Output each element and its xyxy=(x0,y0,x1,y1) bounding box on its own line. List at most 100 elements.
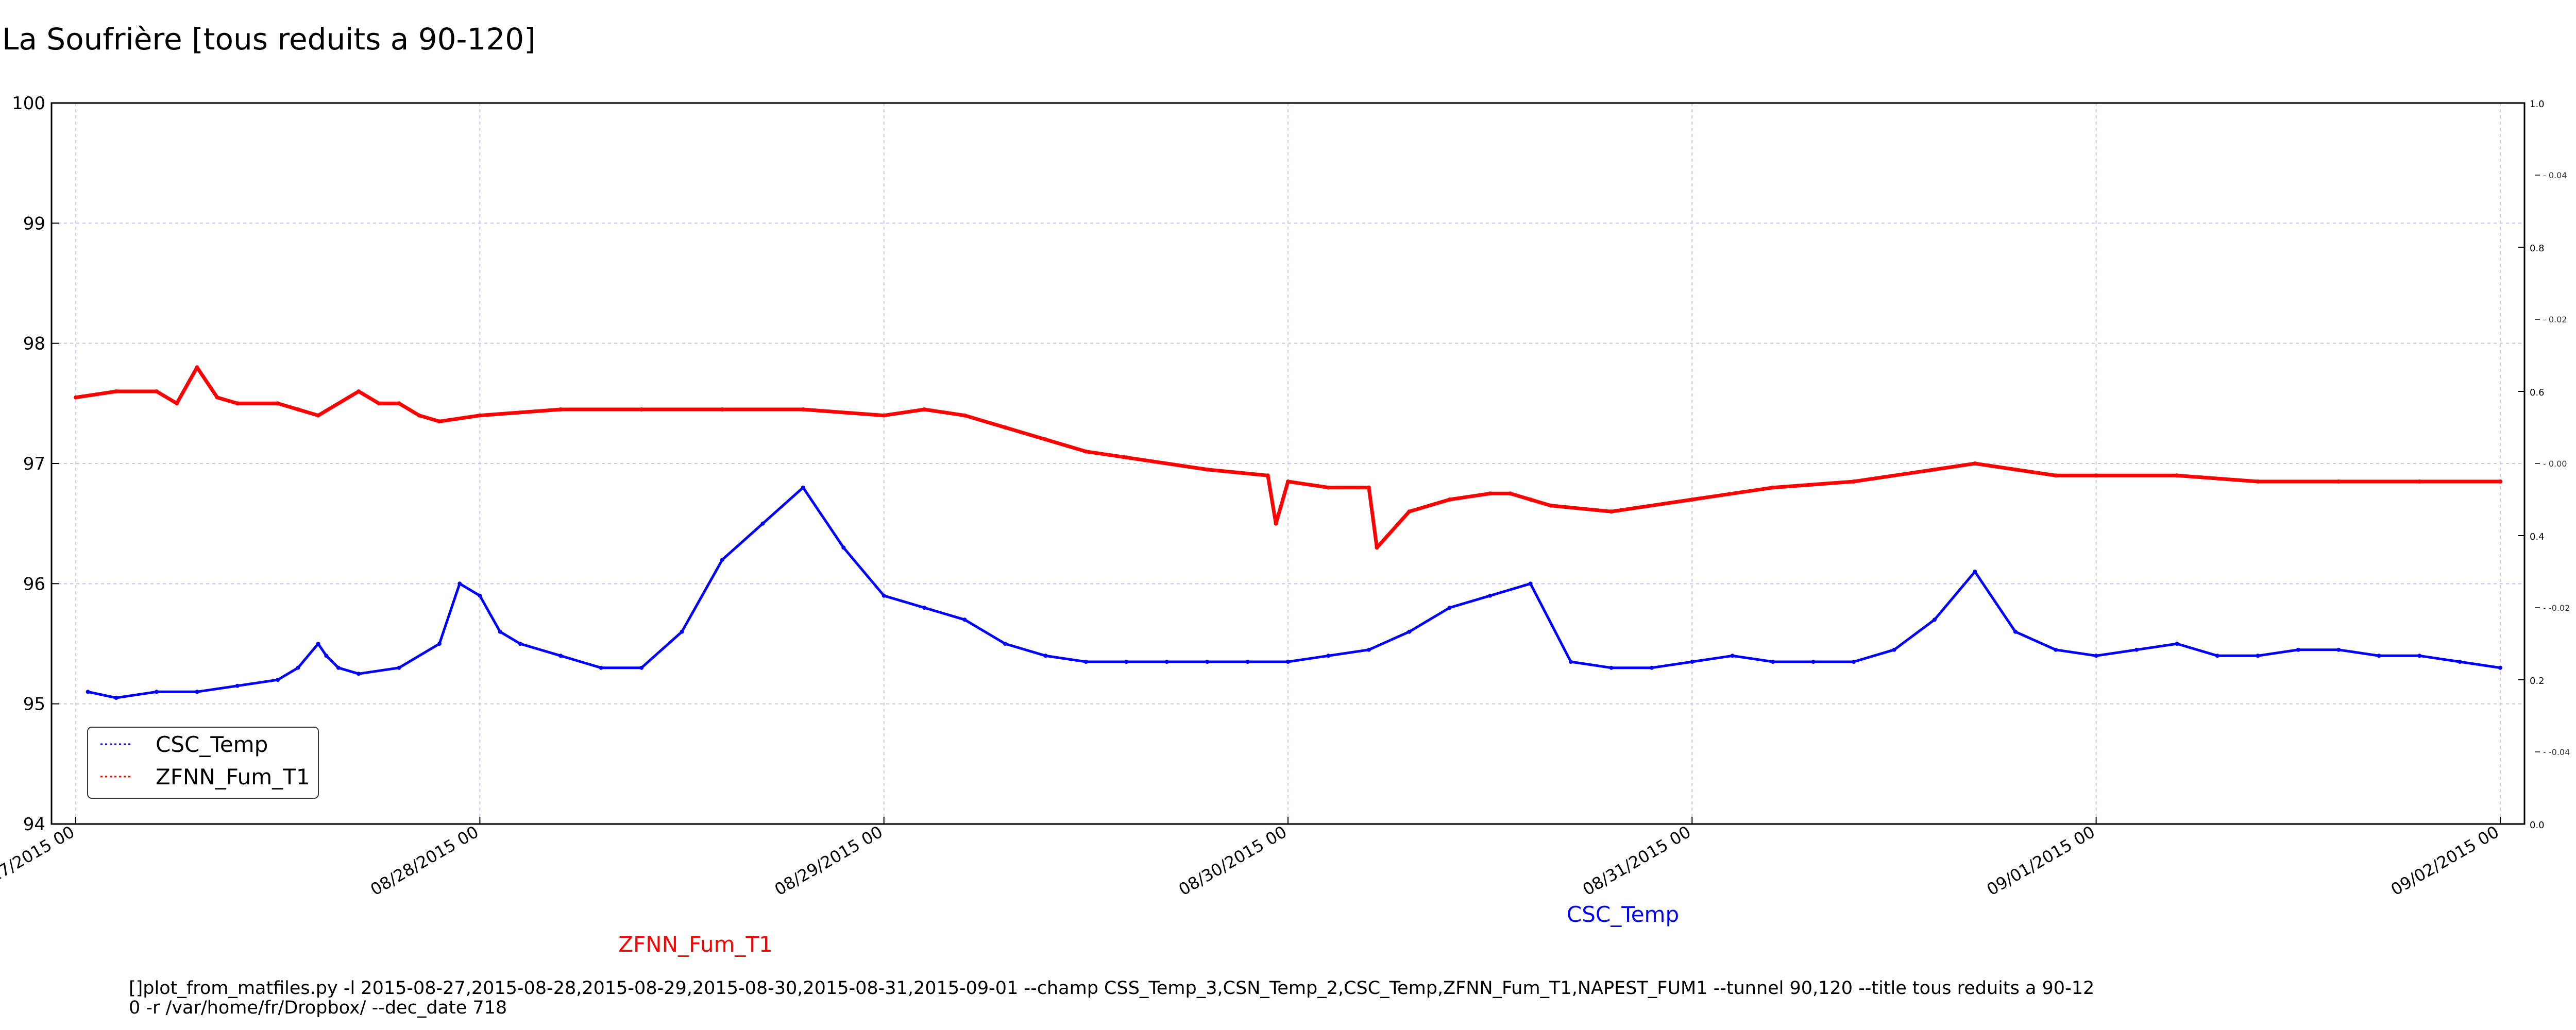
data-point-csc-temp xyxy=(1649,665,1654,670)
data-point-zfnn-fum-t1 xyxy=(1447,497,1452,502)
data-point-zfnn-fum-t1 xyxy=(417,413,421,418)
data-point-csc-temp xyxy=(397,665,401,670)
data-point-csc-temp xyxy=(1771,660,1775,664)
y-tick-label: 99 xyxy=(23,213,45,234)
data-point-zfnn-fum-t1 xyxy=(276,401,280,406)
data-point-csc-temp xyxy=(1811,660,1816,664)
right-outer-tick-label: 1.0 xyxy=(2530,99,2545,110)
x-tick-label: 08/31/2015 00 xyxy=(1580,822,1694,900)
data-point-zfnn-fum-t1 xyxy=(195,365,199,370)
data-point-zfnn-fum-t1 xyxy=(1274,521,1278,526)
data-point-zfnn-fum-t1 xyxy=(2256,479,2260,484)
data-point-zfnn-fum-t1 xyxy=(1003,425,1007,430)
data-point-csc-temp xyxy=(639,665,644,670)
data-point-zfnn-fum-t1 xyxy=(1548,503,1553,508)
data-point-zfnn-fum-t1 xyxy=(316,413,320,418)
x-tick-label: 08/28/2015 00 xyxy=(367,822,482,900)
data-point-csc-temp xyxy=(2215,654,2219,658)
right-inner-tick-label: - 0.02 xyxy=(2543,315,2567,324)
x-tick-label: 09/01/2015 00 xyxy=(1984,822,2098,900)
data-point-zfnn-fum-t1 xyxy=(1326,485,1331,490)
right-outer-tick-label: 0.0 xyxy=(2530,820,2545,831)
data-point-csc-temp xyxy=(1164,660,1169,664)
right-outer-tick-label: 0.6 xyxy=(2530,387,2545,398)
data-point-csc-temp xyxy=(1286,660,1290,664)
data-point-zfnn-fum-t1 xyxy=(1609,509,1614,514)
data-point-zfnn-fum-t1 xyxy=(74,395,78,400)
data-point-csc-temp xyxy=(1892,647,1896,652)
data-point-csc-temp xyxy=(1528,581,1533,586)
data-point-csc-temp xyxy=(2458,660,2462,664)
data-point-csc-temp xyxy=(2377,654,2381,658)
data-point-zfnn-fum-t1 xyxy=(1407,509,1412,514)
data-point-csc-temp xyxy=(276,678,280,682)
data-point-csc-temp xyxy=(1973,570,1977,574)
data-point-csc-temp xyxy=(1205,660,1210,664)
data-point-zfnn-fum-t1 xyxy=(2054,473,2058,478)
data-point-zfnn-fum-t1 xyxy=(1973,461,1977,466)
legend-label-zfnn-fum-t1: ZFNN_Fum_T1 xyxy=(156,764,310,789)
data-point-csc-temp xyxy=(2256,654,2260,658)
data-point-zfnn-fum-t1 xyxy=(114,389,118,393)
data-point-csc-temp xyxy=(518,642,522,646)
data-point-zfnn-fum-t1 xyxy=(2498,479,2502,484)
data-point-csc-temp xyxy=(296,665,300,670)
y-tick-label: 97 xyxy=(23,454,45,474)
x-tick-label: 08/30/2015 00 xyxy=(1175,822,1290,900)
right-inner-tick-label: - 0.04 xyxy=(2543,170,2567,180)
y-axis: 94 95 96 97 98 99 100 xyxy=(12,93,59,835)
data-point-zfnn-fum-t1 xyxy=(1932,467,1937,472)
data-point-csc-temp xyxy=(1366,647,1371,652)
y-tick-label: 98 xyxy=(23,334,45,354)
legend-box xyxy=(87,727,319,799)
data-point-csc-temp xyxy=(760,521,765,526)
data-point-csc-temp xyxy=(558,654,563,658)
data-point-csc-temp xyxy=(680,629,684,634)
data-point-zfnn-fum-t1 xyxy=(1366,485,1371,490)
data-point-zfnn-fum-t1 xyxy=(1771,485,1775,490)
data-point-zfnn-fum-t1 xyxy=(215,395,219,400)
data-point-csc-temp xyxy=(2013,629,2018,634)
data-point-zfnn-fum-t1 xyxy=(639,407,644,411)
data-point-csc-temp xyxy=(336,665,341,670)
data-point-zfnn-fum-t1 xyxy=(2336,479,2341,484)
data-point-zfnn-fum-t1 xyxy=(1043,437,1048,442)
right-outer-tick-label: 0.8 xyxy=(2530,243,2545,254)
data-point-csc-temp xyxy=(316,642,320,646)
data-point-zfnn-fum-t1 xyxy=(1286,479,1290,484)
data-point-csc-temp xyxy=(86,690,90,694)
y-tick-label: 95 xyxy=(23,694,45,715)
data-point-csc-temp xyxy=(1609,665,1614,670)
data-point-zfnn-fum-t1 xyxy=(1205,467,1210,472)
chart-title: La Soufrière [tous reduits a 90-120] xyxy=(2,22,536,57)
data-point-csc-temp xyxy=(1932,617,1937,622)
data-point-zfnn-fum-t1 xyxy=(1528,497,1533,502)
series-line-csc-temp xyxy=(88,486,2501,699)
data-point-zfnn-fum-t1 xyxy=(235,401,240,406)
legend: CSC_Temp ZFNN_Fum_T1 xyxy=(87,727,319,799)
data-point-zfnn-fum-t1 xyxy=(357,389,361,393)
data-point-csc-temp xyxy=(2336,647,2341,652)
data-point-csc-temp xyxy=(882,593,886,598)
data-point-zfnn-fum-t1 xyxy=(882,413,886,418)
data-point-csc-temp xyxy=(1326,654,1331,658)
data-point-csc-temp xyxy=(1124,660,1129,664)
data-point-csc-temp xyxy=(599,665,603,670)
data-point-csc-temp xyxy=(437,642,442,646)
data-point-zfnn-fum-t1 xyxy=(175,401,179,406)
command-line-2: 0 -r /var/home/fr/Dropbox/ --dec_date 71… xyxy=(129,998,507,1018)
data-point-csc-temp xyxy=(720,557,724,562)
x-axis: 08/27/2015 00 08/28/2015 00 08/29/2015 00 0… xyxy=(0,817,2502,900)
data-point-csc-temp xyxy=(801,485,805,490)
data-point-zfnn-fum-t1 xyxy=(922,407,927,411)
right-inner-tick-label: - 0.00 xyxy=(2543,459,2567,469)
data-point-csc-temp xyxy=(1245,660,1250,664)
data-point-csc-temp xyxy=(2417,654,2422,658)
legend-label-csc-temp: CSC_Temp xyxy=(156,732,268,757)
data-point-csc-temp xyxy=(2498,665,2502,670)
data-point-zfnn-fum-t1 xyxy=(962,413,967,418)
command-line-1: []plot_from_matfiles.py -l 2015-08-27,20… xyxy=(129,978,2094,999)
data-point-zfnn-fum-t1 xyxy=(1124,455,1129,460)
data-point-csc-temp xyxy=(457,581,462,586)
series-line-zfnn-fum-t1 xyxy=(75,365,2500,550)
